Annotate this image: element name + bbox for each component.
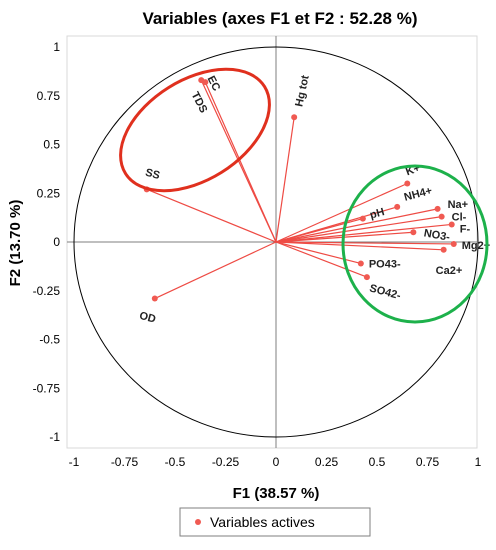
vector-line <box>146 188 277 243</box>
vector-line <box>275 117 295 243</box>
y-tick-label: -0.5 <box>39 333 60 347</box>
variable-label: EC <box>205 74 223 93</box>
variable-label: SS <box>144 167 161 182</box>
variable-label: OD <box>138 310 157 326</box>
x-tick-label: 1 <box>475 455 482 469</box>
variable-label: PO43- <box>369 258 401 270</box>
data-point <box>450 240 457 247</box>
y-axis-label: F2 (13.70 %) <box>7 200 24 287</box>
data-point <box>359 215 366 222</box>
y-tick-label: 0.5 <box>43 138 60 152</box>
x-tick-label: -0.25 <box>212 455 240 469</box>
vector-line <box>275 223 452 243</box>
vector-line <box>275 241 444 251</box>
axes-layer <box>67 36 479 448</box>
vector-line <box>275 241 368 278</box>
vector-line <box>275 241 454 245</box>
x-tick-label: 0 <box>273 455 280 469</box>
data-point <box>434 205 441 212</box>
x-tick-label: -0.5 <box>165 455 186 469</box>
tick-labels: -1 -0.75 -0.5 -0.25 0 0.25 0.5 0.75 1 1 0.75 0.5 0.2… <box>33 40 482 469</box>
x-tick-label: -0.75 <box>111 455 139 469</box>
vector-lines <box>146 79 454 300</box>
legend-box <box>179 507 371 537</box>
variable-label: SO42- <box>368 282 402 302</box>
vector-line <box>275 241 361 265</box>
vector-line <box>275 208 438 243</box>
variable-label: Hg tot <box>293 74 311 108</box>
variable-label: Cl- <box>452 212 467 224</box>
unit-circle <box>73 46 479 438</box>
legend: Variables actives <box>179 507 371 537</box>
x-tick-label: -1 <box>69 455 80 469</box>
data-point <box>440 246 447 253</box>
vector-line <box>275 216 442 243</box>
y-tick-label: 0.25 <box>37 186 61 200</box>
data-point <box>291 114 298 121</box>
y-tick-label: -0.75 <box>33 381 61 395</box>
group-ellipses <box>119 67 489 324</box>
vector-line <box>154 241 277 300</box>
variable-label: Mg2+ <box>462 240 490 252</box>
data-point <box>363 274 370 281</box>
red-group-ellipse <box>119 67 271 193</box>
data-point <box>404 180 411 187</box>
x-tick-label: 0.25 <box>315 455 339 469</box>
vector-line <box>275 218 364 243</box>
y-tick-label: -1 <box>49 430 60 444</box>
data-point <box>202 79 209 86</box>
data-point <box>151 295 158 302</box>
x-axis-label: F1 (38.57 %) <box>233 485 320 502</box>
data-points <box>143 77 457 302</box>
variable-label: NO3- <box>423 227 451 243</box>
data-point <box>410 229 417 236</box>
variable-label: TDS <box>189 90 210 115</box>
y-tick-label: 1 <box>53 40 60 54</box>
data-point <box>394 203 401 210</box>
variable-label: F- <box>460 223 471 235</box>
data-point <box>438 213 445 220</box>
x-tick-label: 0.75 <box>416 455 440 469</box>
data-point <box>448 221 455 228</box>
y-tick-label: -0.25 <box>33 284 61 298</box>
x-tick-label: 0.5 <box>369 455 386 469</box>
vector-line <box>204 81 277 243</box>
variable-label: Na+ <box>448 199 469 211</box>
variable-label: NH4+ <box>403 185 434 204</box>
y-tick-label: 0.75 <box>37 89 61 103</box>
vector-line <box>275 182 408 243</box>
legend-marker <box>195 519 201 525</box>
data-point <box>357 260 364 267</box>
chart-title: Variables (axes F1 et F2 : 52.28 %) <box>143 9 418 28</box>
legend-label: Variables actives <box>210 514 315 530</box>
variable-label: Ca2+ <box>436 265 463 277</box>
variable-label: pH <box>369 206 386 221</box>
green-group-ellipse <box>341 164 489 324</box>
y-tick-label: 0 <box>53 235 60 249</box>
